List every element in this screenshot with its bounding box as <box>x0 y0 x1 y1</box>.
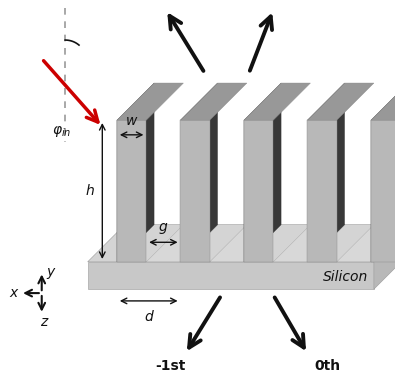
Polygon shape <box>180 120 210 262</box>
Text: g: g <box>159 221 168 234</box>
Polygon shape <box>244 120 273 262</box>
Polygon shape <box>146 225 218 262</box>
Text: -1st: -1st <box>156 359 186 373</box>
Polygon shape <box>117 120 146 262</box>
Polygon shape <box>210 225 281 262</box>
Polygon shape <box>371 120 400 262</box>
Polygon shape <box>180 83 247 120</box>
Text: z: z <box>40 315 47 329</box>
Text: Silicon: Silicon <box>323 270 368 285</box>
Polygon shape <box>244 83 310 120</box>
Polygon shape <box>180 83 218 262</box>
Polygon shape <box>308 83 374 120</box>
Polygon shape <box>308 83 344 262</box>
Text: x: x <box>9 286 18 300</box>
Polygon shape <box>374 225 400 289</box>
Polygon shape <box>371 83 400 262</box>
Text: w: w <box>126 114 137 128</box>
Text: d: d <box>144 310 153 324</box>
Polygon shape <box>88 262 374 289</box>
Polygon shape <box>308 120 337 262</box>
Polygon shape <box>273 225 344 262</box>
Polygon shape <box>117 83 154 262</box>
Polygon shape <box>337 225 400 262</box>
Polygon shape <box>244 83 281 262</box>
Text: $\varphi_{in}$: $\varphi_{in}$ <box>52 125 71 140</box>
Polygon shape <box>88 225 400 262</box>
Polygon shape <box>117 83 183 120</box>
Text: h: h <box>86 184 94 198</box>
Text: 0th: 0th <box>314 359 340 373</box>
Polygon shape <box>371 83 400 120</box>
Text: y: y <box>46 264 55 279</box>
